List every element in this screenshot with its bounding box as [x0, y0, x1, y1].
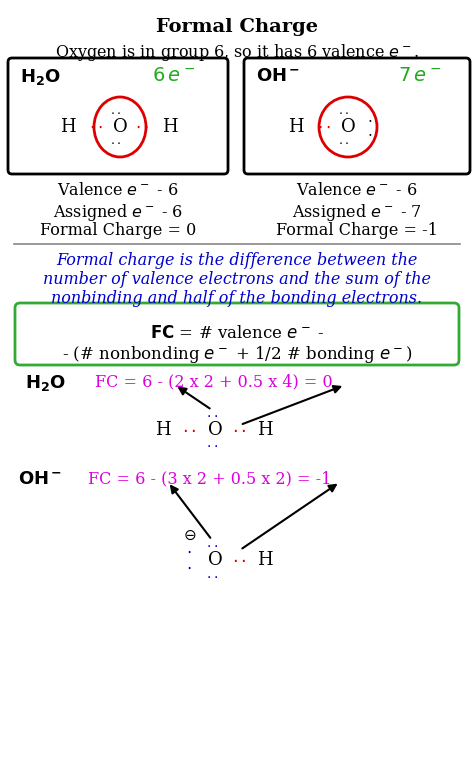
Text: $\cdot$: $\cdot$ [89, 118, 95, 136]
Text: $\mathbf{H_2O}$: $\mathbf{H_2O}$ [20, 67, 61, 87]
Text: $\cdot$: $\cdot$ [135, 118, 141, 136]
Text: $\cdot$: $\cdot$ [190, 421, 196, 439]
Text: $\cdot\cdot$: $\cdot\cdot$ [110, 136, 121, 150]
Text: $\cdot$: $\cdot$ [186, 543, 192, 561]
Text: O: O [208, 551, 222, 569]
Text: H: H [288, 118, 304, 136]
Text: O: O [341, 118, 356, 136]
Text: nonbinding and half of the bonding electrons.: nonbinding and half of the bonding elect… [52, 290, 422, 307]
Text: O: O [208, 421, 222, 439]
Text: $\cdot$: $\cdot$ [325, 118, 331, 136]
Text: Formal Charge = 0: Formal Charge = 0 [40, 222, 196, 239]
Text: $\mathbf{H_2O}$: $\mathbf{H_2O}$ [25, 373, 66, 393]
Text: Valence $\mathit{e}^-$ - 6: Valence $\mathit{e}^-$ - 6 [57, 182, 179, 199]
Text: $\cdot$: $\cdot$ [186, 559, 192, 577]
Text: $6\,\mathit{e}^-$: $6\,\mathit{e}^-$ [152, 67, 195, 85]
Text: $\cdot$: $\cdot$ [143, 118, 149, 136]
Text: Oxygen is in group 6, so it has 6 valence $\mathit{e}^-$.: Oxygen is in group 6, so it has 6 valenc… [55, 42, 419, 63]
Text: H: H [60, 118, 76, 136]
Text: Valence $\mathit{e}^-$ - 6: Valence $\mathit{e}^-$ - 6 [296, 182, 418, 199]
Text: H: H [257, 551, 273, 569]
Text: FC = 6 - (3 x 2 + 0.5 x 2) = -1: FC = 6 - (3 x 2 + 0.5 x 2) = -1 [88, 470, 331, 487]
Text: $\cdot\cdot$: $\cdot\cdot$ [206, 538, 218, 552]
FancyBboxPatch shape [15, 303, 459, 365]
Text: $\mathbf{OH^-}$: $\mathbf{OH^-}$ [256, 67, 300, 85]
Text: $\mathbf{OH^-}$: $\mathbf{OH^-}$ [18, 470, 62, 488]
Text: H: H [155, 421, 171, 439]
Text: - (# nonbonding $\mathit{e}^-$ + 1/2 # bonding $\mathit{e}^-$): - (# nonbonding $\mathit{e}^-$ + 1/2 # b… [62, 344, 412, 365]
Text: $\cdot\cdot$: $\cdot\cdot$ [206, 438, 218, 452]
Text: $\cdot$: $\cdot$ [240, 551, 246, 569]
Text: H: H [257, 421, 273, 439]
Text: Formal Charge = -1: Formal Charge = -1 [276, 222, 438, 239]
Text: Formal charge is the difference between the: Formal charge is the difference between … [56, 252, 418, 269]
Text: $\cdot$: $\cdot$ [97, 118, 103, 136]
Text: $\cdot\cdot$: $\cdot\cdot$ [338, 106, 349, 118]
Text: O: O [113, 118, 128, 136]
Text: number of valence electrons and the sum of the: number of valence electrons and the sum … [43, 271, 431, 288]
FancyBboxPatch shape [244, 58, 470, 174]
Text: $\ominus$: $\ominus$ [183, 528, 197, 543]
Text: FC = 6 - (2 x 2 + 0.5 x 4) = 0: FC = 6 - (2 x 2 + 0.5 x 4) = 0 [95, 373, 333, 390]
Text: $\cdot\cdot$: $\cdot\cdot$ [206, 408, 218, 422]
Text: Formal Charge: Formal Charge [156, 18, 318, 36]
Text: $\cdot$: $\cdot$ [367, 127, 373, 142]
Text: $\cdot$: $\cdot$ [240, 421, 246, 439]
Text: Assigned $\mathit{e}^-$ - 6: Assigned $\mathit{e}^-$ - 6 [53, 202, 183, 223]
Text: $\cdot\cdot$: $\cdot\cdot$ [110, 106, 121, 118]
Text: $\cdot$: $\cdot$ [232, 421, 238, 439]
Text: H: H [162, 118, 178, 136]
Text: $\cdot$: $\cdot$ [317, 118, 323, 136]
Text: Assigned $\mathit{e}^-$ - 7: Assigned $\mathit{e}^-$ - 7 [292, 202, 422, 223]
Text: $\cdot\cdot$: $\cdot\cdot$ [338, 136, 349, 150]
Text: $\cdot$: $\cdot$ [367, 113, 373, 128]
Text: $\mathbf{FC}$ = # valence $\mathit{e}^-$ -: $\mathbf{FC}$ = # valence $\mathit{e}^-$… [150, 325, 324, 342]
Text: $\cdot\cdot$: $\cdot\cdot$ [206, 569, 218, 583]
FancyBboxPatch shape [8, 58, 228, 174]
Text: $\cdot$: $\cdot$ [232, 551, 238, 569]
Text: $\cdot$: $\cdot$ [182, 421, 188, 439]
Text: $7\,\mathit{e}^-$: $7\,\mathit{e}^-$ [398, 67, 441, 85]
